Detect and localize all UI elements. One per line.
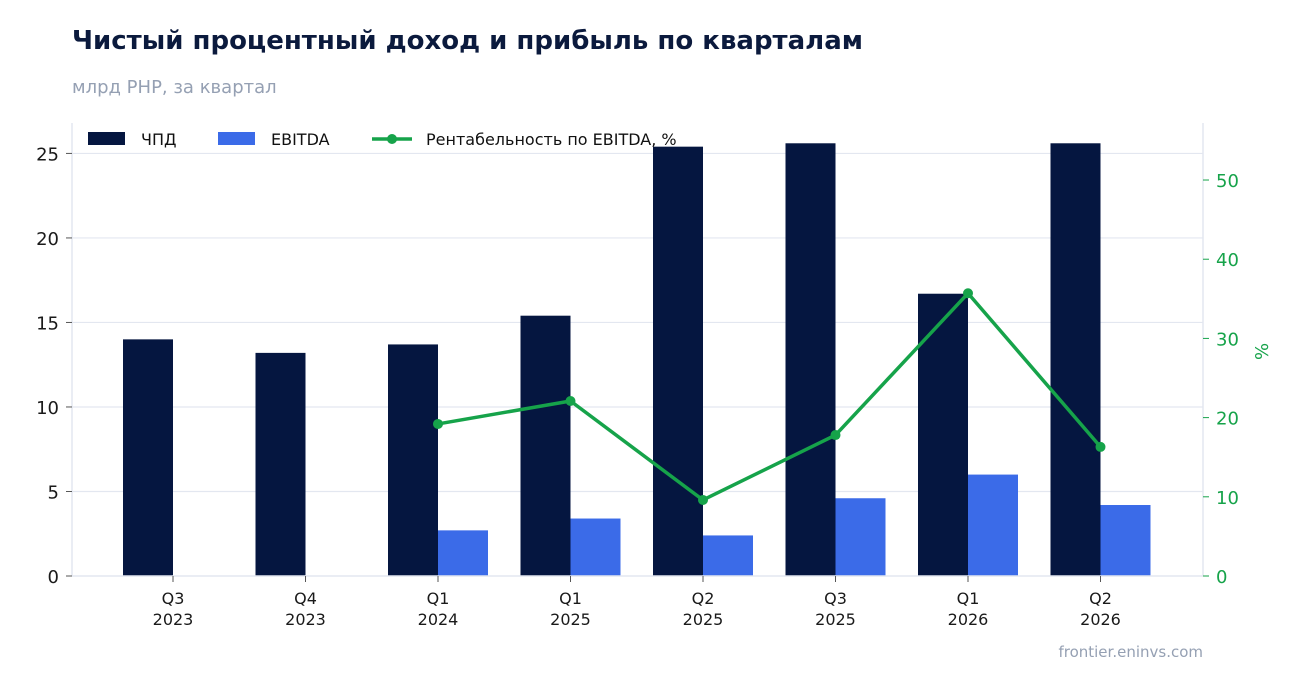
margin-point — [963, 288, 973, 299]
bar-npd — [918, 293, 968, 576]
y-tick-label-left: 20 — [36, 229, 59, 250]
gridlines — [72, 152, 1203, 493]
legend-label-npd: ЧПД — [141, 130, 177, 149]
legend-swatch-ebitda — [218, 132, 255, 145]
margin-point — [830, 430, 841, 441]
x-tick-label-quarter: Q4 — [294, 589, 317, 608]
x-tick-label-year: 2025 — [683, 610, 724, 629]
y-tick-label-right: 40 — [1216, 250, 1239, 271]
source-footer: frontier.eninvs.com — [1058, 643, 1203, 661]
legend-marker-margin — [387, 134, 397, 144]
x-tick-label-year: 2025 — [815, 610, 856, 629]
y-tick-label-left: 25 — [36, 144, 59, 165]
bar-ebitda — [835, 498, 886, 576]
legend-swatch-npd — [88, 132, 125, 145]
line-series — [433, 288, 1106, 505]
y-tick-label-right: 30 — [1216, 329, 1239, 350]
bar-ebitda — [968, 474, 1018, 576]
bars — [123, 143, 1151, 577]
y-tick-label-right: 10 — [1216, 488, 1239, 509]
y-tick-label-left: 10 — [36, 398, 59, 419]
legend-label-ebitda: EBITDA — [271, 130, 330, 149]
x-tick-label-quarter: Q1 — [559, 589, 582, 608]
bar-npd — [255, 352, 306, 576]
bar-npd — [653, 146, 703, 576]
margin-point — [433, 418, 443, 429]
y-tick-label-right: 0 — [1216, 567, 1227, 588]
bar-ebitda — [570, 518, 621, 576]
margin-point — [698, 494, 708, 505]
x-tick-label-quarter: Q2 — [1089, 589, 1112, 608]
x-tick-label-year: 2023 — [153, 610, 194, 629]
x-tick-label-quarter: Q1 — [957, 589, 980, 608]
legend-label-margin: Рентабельность по EBITDA, % — [426, 130, 677, 149]
x-tick-label-quarter: Q3 — [824, 589, 847, 608]
x-tick-label-year: 2024 — [418, 610, 459, 629]
x-tick-label-year: 2025 — [550, 610, 591, 629]
y-tick-label-right: 20 — [1216, 409, 1239, 430]
x-tick-label-year: 2026 — [948, 610, 989, 629]
y-tick-label-left: 5 — [48, 482, 59, 503]
bar-npd — [388, 344, 438, 576]
chart-title: Чистый процентный доход и прибыль по ква… — [72, 26, 864, 56]
bar-ebitda — [438, 530, 488, 576]
bar-npd — [123, 339, 173, 576]
x-tick-label-quarter: Q1 — [427, 589, 450, 608]
bar-npd — [785, 143, 836, 577]
y-axis-label-right: % — [1252, 343, 1273, 360]
legend: ЧПД EBITDA Рентабельность по EBITDA, % — [88, 130, 677, 149]
margin-point — [1095, 441, 1106, 452]
chart-subtitle: млрд РНР, за квартал — [72, 77, 277, 98]
x-tick-label-year: 2023 — [285, 610, 326, 629]
margin-line — [437, 291, 1102, 502]
y-tick-label-right: 50 — [1216, 171, 1239, 192]
x-tick-label-quarter: Q3 — [162, 589, 185, 608]
bar-ebitda — [1100, 505, 1151, 576]
y-tick-label-left: 15 — [36, 313, 59, 334]
bar-ebitda — [703, 535, 753, 576]
x-tick-label-year: 2026 — [1080, 610, 1121, 629]
y-tick-label-left: 0 — [48, 567, 59, 588]
bar-npd — [1050, 143, 1101, 577]
bar-npd — [520, 315, 571, 576]
margin-point — [565, 395, 576, 406]
axes: 051015202501020304050%Q32023Q42023Q12024… — [36, 123, 1273, 629]
x-tick-label-quarter: Q2 — [692, 589, 715, 608]
